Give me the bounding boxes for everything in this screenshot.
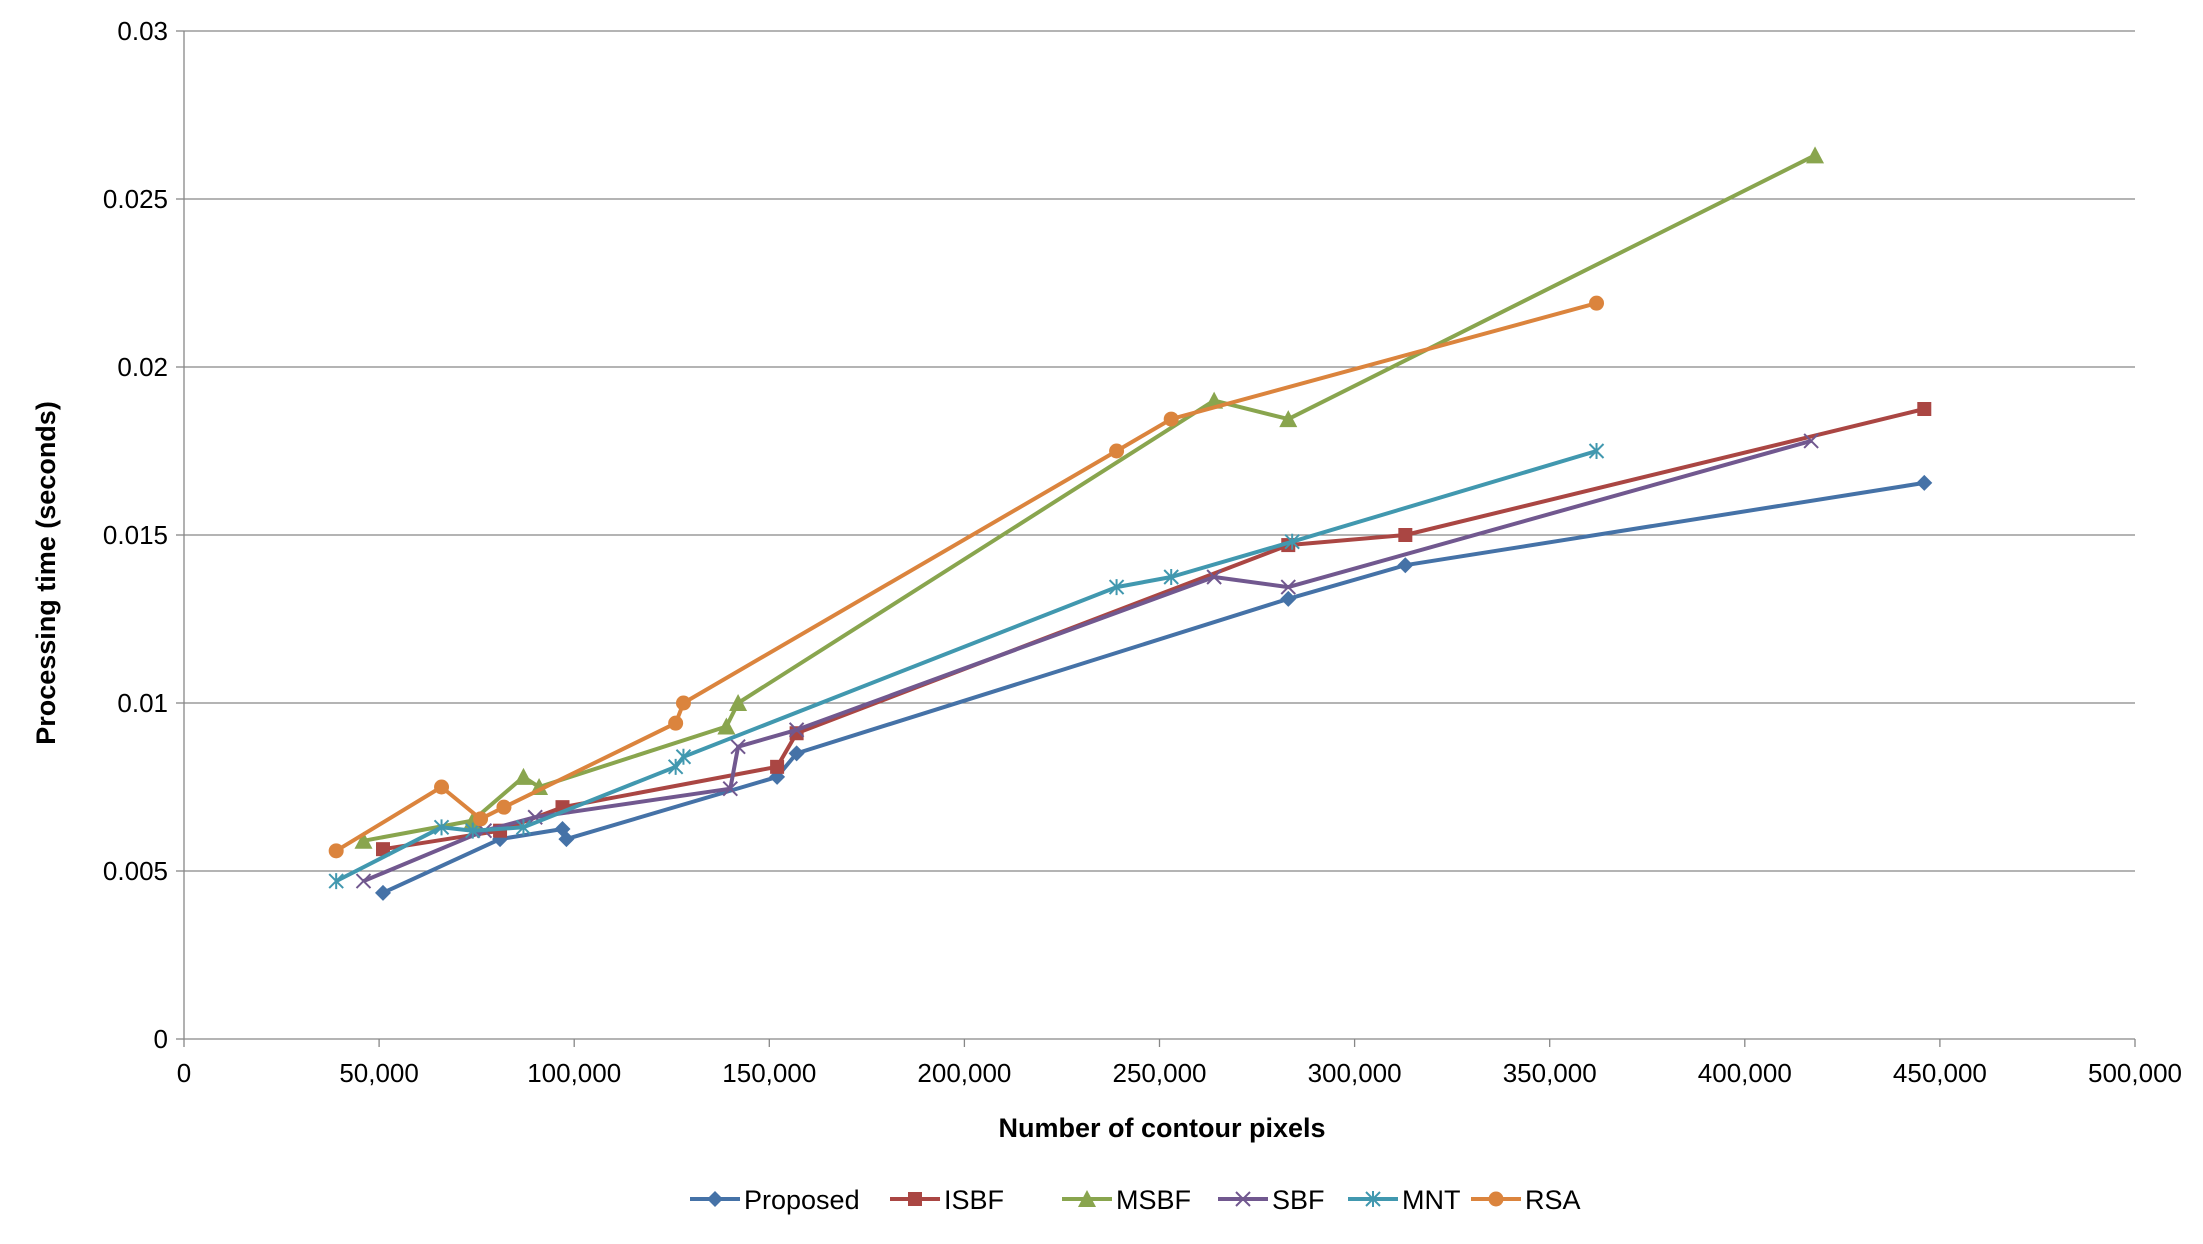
legend-item-msbf: MSBF: [1062, 1185, 1191, 1215]
legend: Proposed ISBF MSBF SBF MNT RSA: [690, 1185, 1581, 1215]
x-axis-title: Number of contour pixels: [998, 1113, 1325, 1143]
series-msbf: [354, 146, 1825, 849]
data-point-mnt: [1108, 579, 1125, 596]
data-point-isbf: [1917, 402, 1932, 416]
y-axis-title: Processing time (seconds): [31, 401, 61, 745]
data-point-mnt: [1588, 443, 1605, 459]
x-tick-label: 100,000: [527, 1058, 621, 1088]
gridlines: [184, 30, 2135, 872]
legend-label-sbf: SBF: [1272, 1185, 1325, 1215]
legend-item-rsa: RSA: [1471, 1185, 1581, 1215]
data-point-sbf: [788, 722, 805, 738]
data-point-msbf: [717, 717, 736, 735]
x-tick-label: 350,000: [1503, 1058, 1597, 1088]
x-tick-label: 0: [177, 1058, 191, 1088]
x-tick-labels: 0 50,000 100,000 150,000 200,000 250,000 300,0…: [177, 1058, 2182, 1088]
data-point-isbf: [1398, 528, 1413, 542]
y-tick-label: 0.01: [117, 688, 168, 718]
data-point-mnt: [515, 819, 532, 836]
data-point-proposed: [1916, 474, 1933, 491]
legend-item-isbf: ISBF: [890, 1185, 1004, 1215]
data-point-proposed: [788, 745, 805, 762]
legend-label-isbf: ISBF: [944, 1185, 1004, 1215]
data-point-proposed: [1397, 557, 1414, 574]
legend-label-proposed: Proposed: [744, 1185, 860, 1215]
axes: [176, 30, 2136, 1047]
legend-label-rsa: RSA: [1525, 1185, 1581, 1215]
data-point-rsa: [675, 695, 691, 711]
data-point-rsa: [434, 779, 450, 795]
data-point-mnt: [667, 758, 684, 775]
legend-marker-isbf: [908, 1192, 922, 1206]
series-line-rsa: [335, 301, 1598, 853]
x-tick-label: 200,000: [917, 1058, 1011, 1088]
series-mnt: [328, 443, 1605, 890]
data-point-isbf: [770, 759, 785, 774]
data-point-sbf: [730, 738, 746, 755]
series-line-msbf: [363, 153, 1816, 843]
data-point-mnt: [433, 819, 450, 836]
data-point-proposed: [375, 884, 392, 901]
data-point-sbf: [355, 873, 372, 889]
legend-item-proposed: Proposed: [690, 1185, 860, 1215]
data-point-msbf: [729, 694, 748, 711]
series-proposed: [375, 474, 1933, 901]
y-tick-labels: 0 0.005 0.01 0.015 0.02 0.025 0.03: [103, 16, 168, 1054]
legend-marker-msbf: [1078, 1190, 1096, 1207]
legend-marker-mnt: [1365, 1191, 1381, 1207]
x-tick-label: 150,000: [722, 1058, 816, 1088]
data-point-msbf: [1806, 146, 1825, 164]
y-tick-label: 0: [154, 1024, 168, 1054]
data-point-mnt: [1284, 533, 1300, 550]
data-point-sbf: [1280, 579, 1296, 595]
data-point-mnt: [465, 822, 481, 839]
legend-item-sbf: SBF: [1218, 1185, 1325, 1215]
x-tick-label: 300,000: [1308, 1058, 1402, 1088]
y-tick-label: 0.015: [103, 520, 168, 550]
data-point-mnt: [1163, 569, 1179, 585]
legend-item-mnt: MNT: [1348, 1185, 1460, 1215]
series-rsa: [328, 295, 1605, 859]
data-point-msbf: [354, 831, 373, 849]
data-point-sbf: [1803, 433, 1819, 449]
data-point-msbf: [514, 767, 533, 785]
x-tick-label: 450,000: [1893, 1058, 1987, 1088]
data-point-isbf: [376, 842, 391, 857]
legend-marker-sbf: [1235, 1191, 1251, 1207]
x-tick-label: 500,000: [2088, 1058, 2182, 1088]
data-point-rsa: [1109, 443, 1125, 459]
data-point-rsa: [496, 799, 512, 815]
y-tick-label: 0.03: [117, 16, 168, 46]
data-point-sbf: [722, 780, 738, 797]
data-point-proposed: [1280, 590, 1297, 607]
legend-label-msbf: MSBF: [1116, 1185, 1191, 1215]
data-point-rsa: [473, 811, 489, 827]
series-line-proposed: [382, 480, 1925, 895]
data-point-mnt: [328, 873, 344, 890]
data-point-rsa: [328, 843, 344, 859]
data-series: [328, 146, 1933, 901]
data-point-msbf: [1279, 410, 1298, 428]
y-tick-label: 0.02: [117, 352, 168, 382]
data-point-rsa: [668, 715, 684, 731]
legend-marker-rsa: [1488, 1191, 1504, 1207]
data-point-proposed: [558, 831, 575, 848]
data-point-mnt: [675, 748, 692, 765]
x-tick-label: 400,000: [1698, 1058, 1792, 1088]
series-isbf: [376, 402, 1932, 857]
y-tick-label: 0.025: [103, 184, 168, 214]
data-point-sbf: [1206, 569, 1222, 585]
legend-marker-proposed: [707, 1191, 723, 1207]
data-point-rsa: [1589, 295, 1605, 311]
y-tick-label: 0.005: [103, 856, 168, 886]
data-point-rsa: [1163, 411, 1179, 427]
x-tick-label: 50,000: [339, 1058, 419, 1088]
legend-label-mnt: MNT: [1402, 1185, 1460, 1215]
x-tick-label: 250,000: [1113, 1058, 1207, 1088]
